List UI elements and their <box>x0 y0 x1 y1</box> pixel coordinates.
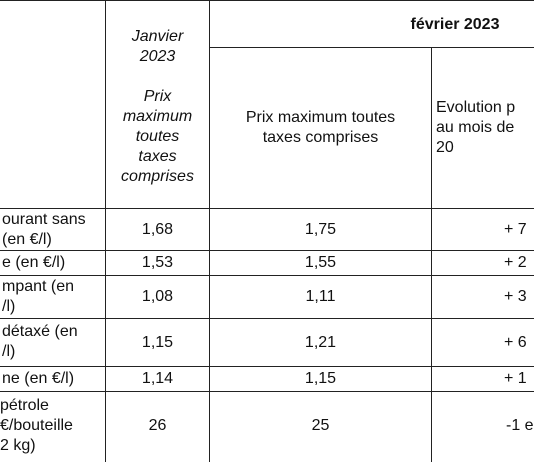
row-jan-value: 1,14 <box>141 370 174 387</box>
row-feb-value: 25 <box>311 417 330 434</box>
divider <box>209 47 534 48</box>
divider <box>105 0 106 462</box>
row-jan-value: 26 <box>148 417 167 434</box>
divider <box>0 318 534 319</box>
divider <box>209 0 210 462</box>
divider <box>0 0 534 1</box>
row-label: ourant sans (en €/l) <box>2 211 86 248</box>
row-label: e (en €/l) <box>2 254 66 271</box>
row-evolution-value: -1 e <box>506 417 534 434</box>
row-evolution-value: + 3 <box>504 288 527 305</box>
row-jan-value: 1,53 <box>141 254 174 271</box>
row-feb-value: 1,75 <box>304 221 337 238</box>
divider <box>0 391 534 392</box>
row-evolution-value: + 1 <box>504 370 527 387</box>
header-evolution: Evolution p au mois de 20 <box>436 99 516 156</box>
row-evolution-value: + 6 <box>504 334 527 351</box>
header-february-2023: février 2023 <box>410 16 500 33</box>
row-evolution-value: + 2 <box>504 254 527 271</box>
row-jan-value: 1,15 <box>141 334 174 351</box>
divider <box>0 250 534 251</box>
divider <box>0 275 534 276</box>
row-label: ne (en €/l) <box>2 370 75 387</box>
divider <box>0 366 534 367</box>
divider <box>0 208 534 209</box>
row-jan-value: 1,08 <box>141 288 174 305</box>
row-feb-value: 1,55 <box>304 254 337 271</box>
row-label: pétrole €/bouteille 2 kg) <box>0 397 73 454</box>
header-january-2023: Janvier 2023 Prix maximum toutes taxes c… <box>121 28 194 185</box>
header-february-price: Prix maximum toutes taxes comprises <box>245 109 396 146</box>
row-feb-value: 1,11 <box>305 288 336 305</box>
row-evolution-value: + 7 <box>504 221 527 238</box>
row-jan-value: 1,68 <box>141 221 174 238</box>
row-feb-value: 1,21 <box>304 334 337 351</box>
divider <box>431 47 432 462</box>
row-feb-value: 1,15 <box>304 370 337 387</box>
row-label: mpant (en /l) <box>2 278 75 315</box>
row-label: détaxé (en /l) <box>2 323 78 360</box>
